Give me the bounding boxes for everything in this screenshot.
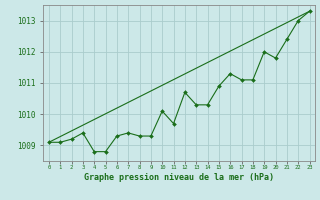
X-axis label: Graphe pression niveau de la mer (hPa): Graphe pression niveau de la mer (hPa) bbox=[84, 173, 274, 182]
